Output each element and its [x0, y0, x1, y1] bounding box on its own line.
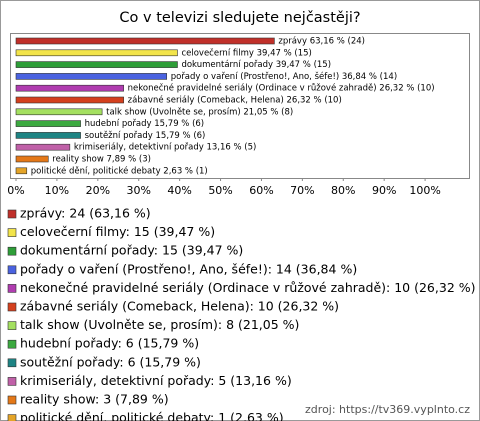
bar: [15, 120, 81, 127]
bar: [15, 155, 49, 163]
bar: [15, 167, 28, 175]
bar: [15, 61, 178, 68]
x-tick-label: 80%: [331, 184, 355, 197]
data-label: krimiseriály, detektivní pořady 13,16 % …: [74, 143, 257, 153]
data-label: zprávy 63,16 % (24): [278, 37, 365, 47]
data-label: politické dění, politické debaty 2,63 % …: [31, 165, 208, 176]
legend-swatch: [7, 321, 17, 330]
bar: [15, 96, 124, 104]
source: zdroj: https://tv369.vyplnto.cz: [305, 403, 470, 416]
data-label: reality show 7,89 % (3): [52, 155, 151, 165]
legend-swatch: [7, 377, 17, 386]
legend-swatch: [7, 358, 17, 368]
legend-swatch: [7, 209, 17, 219]
legend-swatch: [7, 339, 17, 349]
bar: [15, 132, 81, 139]
x-tick-label: 70%: [290, 184, 314, 197]
data-label: talk show (Uvolněte se, prosím) 21,05 % …: [106, 107, 293, 117]
legend-swatch: [7, 246, 17, 256]
legend-swatch: [7, 265, 17, 275]
legend-swatch: [7, 302, 17, 312]
x-tick-label: 100%: [409, 184, 440, 197]
legend-label: politické dění, politické debaty: 1 (2,6…: [20, 410, 284, 421]
legend-label: krimiseriály, detektivní pořady: 5 (13,1…: [20, 373, 292, 388]
bar: [15, 108, 103, 116]
bar: [15, 143, 71, 151]
x-tick-label: 40%: [167, 184, 191, 197]
legend-label: talk show (Uvolněte se, prosím): 8 (21,0…: [20, 317, 299, 332]
legend-label: reality show: 3 (7,89 %): [20, 392, 169, 407]
legend-label: dokumentární pořady: 15 (39,47 %): [20, 243, 243, 258]
data-label: dokumentární pořady 39,47 % (15): [181, 60, 331, 70]
x-tick-label: 20%: [86, 184, 110, 197]
legend-label: zprávy: 24 (63,16 %): [20, 206, 151, 221]
plot-frame: [10, 33, 470, 179]
legend-swatch: [7, 284, 17, 293]
data-label: zábavné seriály (Comeback, Helena) 26,32…: [128, 95, 342, 106]
legend-label: soutěžní pořady: 6 (15,79 %): [20, 354, 201, 369]
legend-label: pořady o vaření (Prostřeno!, Ano, šéfe!)…: [20, 261, 357, 276]
bar: [15, 84, 124, 92]
legend-label: celovečerní filmy: 15 (39,47 %): [20, 224, 215, 239]
x-tick-label: 60%: [249, 184, 273, 197]
bar: [15, 73, 168, 80]
x-tick-label: 30%: [127, 184, 151, 197]
bar: [15, 49, 178, 57]
bar: [15, 37, 275, 45]
data-label: pořady o vaření (Prostřeno!, Ano, šéfe!)…: [171, 71, 397, 82]
x-tick-label: 90%: [372, 184, 396, 197]
x-tick-label: 0%: [7, 184, 24, 197]
legend-swatch: [7, 228, 17, 237]
data-label: nekonečné pravidelné seriály (Ordinace v…: [128, 83, 435, 94]
legend-swatch: [7, 395, 17, 405]
legend-label: nekonečné pravidelné seriály (Ordinace v…: [20, 280, 476, 295]
data-label: celovečerní filmy 39,47 % (15): [181, 47, 311, 58]
legend-swatch: [7, 414, 17, 421]
legend-label: hudební pořady: 6 (15,79 %): [20, 336, 199, 351]
x-tick-label: 10%: [45, 184, 69, 197]
data-label: soutěžní pořady 15,79 % (6): [85, 131, 206, 141]
data-label: hudební pořady 15,79 % (6): [85, 119, 205, 129]
x-tick-label: 50%: [208, 184, 232, 197]
legend-label: zábavné seriály (Comeback, Helena): 10 (…: [20, 299, 339, 314]
chart-title: Co v televizi sledujete nejčastěji?: [119, 10, 360, 26]
